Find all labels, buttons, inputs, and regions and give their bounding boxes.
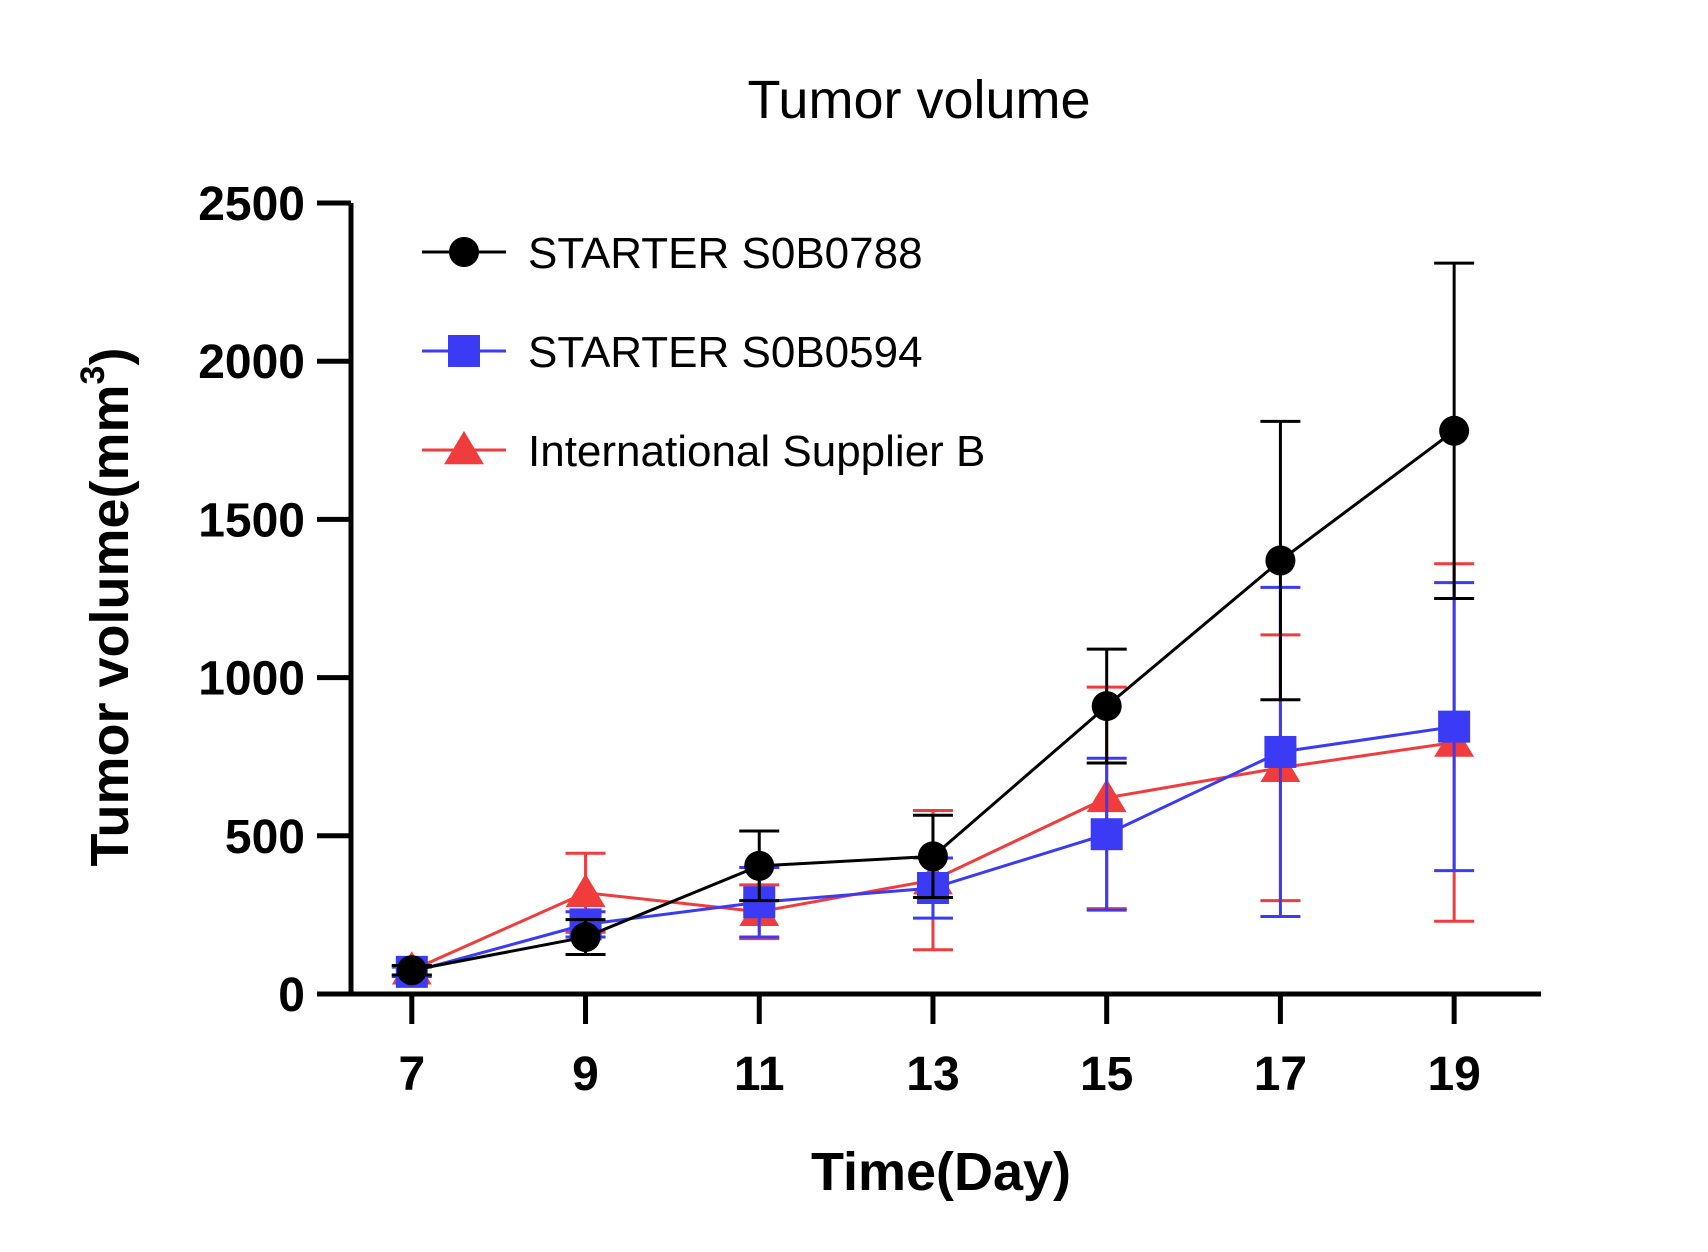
x-tick-label: 7: [398, 1048, 425, 1101]
y-axis-label-main: Tumor volume(mm: [80, 384, 140, 866]
legend-label: International Supplier B: [528, 427, 985, 476]
data-point: [1438, 710, 1471, 743]
data-point: [1264, 735, 1297, 768]
legend-marker: [449, 237, 479, 267]
legend-marker: [444, 431, 484, 465]
x-tick-label: 15: [1080, 1048, 1133, 1101]
y-tick-label: 2000: [198, 336, 305, 389]
y-axis-label-close: ): [80, 348, 140, 366]
y-axis-label-superscript: 3: [74, 366, 112, 385]
chart-title: Tumor volume: [747, 70, 1090, 130]
x-axis-label: Time(Day): [811, 1142, 1071, 1202]
y-tick-label: 2500: [198, 178, 305, 231]
y-tick-label: 0: [278, 969, 305, 1022]
legend-entry: STARTER S0B0594: [422, 328, 923, 377]
y-tick-label: 1500: [198, 494, 305, 547]
legend: STARTER S0B0788 STARTER S0B0594 Internatio…: [422, 229, 985, 476]
x-tick-label: 9: [572, 1048, 599, 1101]
data-point: [1091, 691, 1122, 722]
data-point: [1090, 818, 1123, 851]
data-point: [1265, 545, 1296, 576]
series-circle: [391, 261, 1475, 986]
legend-entry: International Supplier B: [422, 427, 985, 476]
legend-label: STARTER S0B0594: [528, 328, 923, 377]
x-tick-label: 17: [1254, 1048, 1307, 1101]
y-axis-label: Tumor volume(mm3): [74, 348, 140, 867]
data-point: [917, 841, 948, 872]
x-tick-label: 19: [1427, 1048, 1480, 1101]
legend-label: STARTER S0B0788: [528, 229, 923, 278]
y-tick-label: 1000: [198, 653, 305, 706]
data-point: [570, 922, 601, 953]
data-point: [396, 955, 427, 986]
series-triangle: [391, 562, 1475, 985]
legend-entry: STARTER S0B0788: [422, 229, 923, 278]
x-tick-label: 11: [734, 1048, 785, 1101]
legend-marker: [448, 335, 480, 367]
data-point: [1439, 415, 1470, 446]
y-tick-label: 500: [225, 811, 305, 864]
plot-area: 0 500 1000 1500 2000 2500 7 9 11 13 15 17 19: [198, 178, 1541, 1101]
data-point: [744, 850, 775, 881]
x-tick-label: 13: [906, 1048, 959, 1101]
data-point: [565, 873, 606, 908]
